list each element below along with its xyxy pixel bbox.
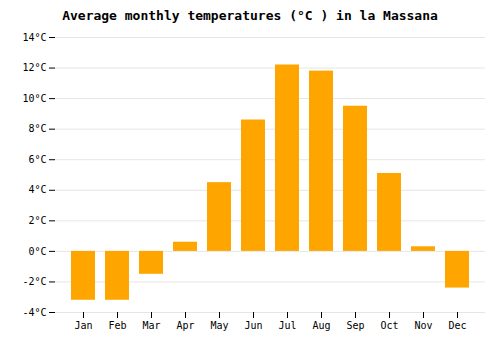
svg-text:14°C: 14°C <box>22 32 46 43</box>
svg-text:Mar: Mar <box>142 320 160 331</box>
svg-text:May: May <box>210 320 228 331</box>
svg-text:Feb: Feb <box>108 320 126 331</box>
svg-text:-4°C: -4°C <box>22 307 46 318</box>
svg-text:-2°C: -2°C <box>22 276 46 287</box>
svg-text:Jul: Jul <box>278 320 296 331</box>
svg-text:Nov: Nov <box>414 320 432 331</box>
svg-text:Aug: Aug <box>312 320 330 331</box>
svg-text:Sep: Sep <box>346 320 364 331</box>
svg-text:2°C: 2°C <box>28 215 46 226</box>
svg-text:6°C: 6°C <box>28 154 46 165</box>
svg-text:4°C: 4°C <box>28 184 46 195</box>
svg-text:Apr: Apr <box>176 320 194 331</box>
svg-text:Jan: Jan <box>74 320 92 331</box>
svg-text:12°C: 12°C <box>22 62 46 73</box>
html-text:Average monthly temperatures (: Average monthly temperatures (°C ) in la… <box>62 8 438 23</box>
svg-text:0°C: 0°C <box>28 246 46 257</box>
svg-text:Dec: Dec <box>448 320 466 331</box>
svg-text:Jun: Jun <box>244 320 262 331</box>
svg-text:10°C: 10°C <box>22 93 46 104</box>
svg-text:Oct: Oct <box>380 320 398 331</box>
svg-text:8°C: 8°C <box>28 123 46 134</box>
